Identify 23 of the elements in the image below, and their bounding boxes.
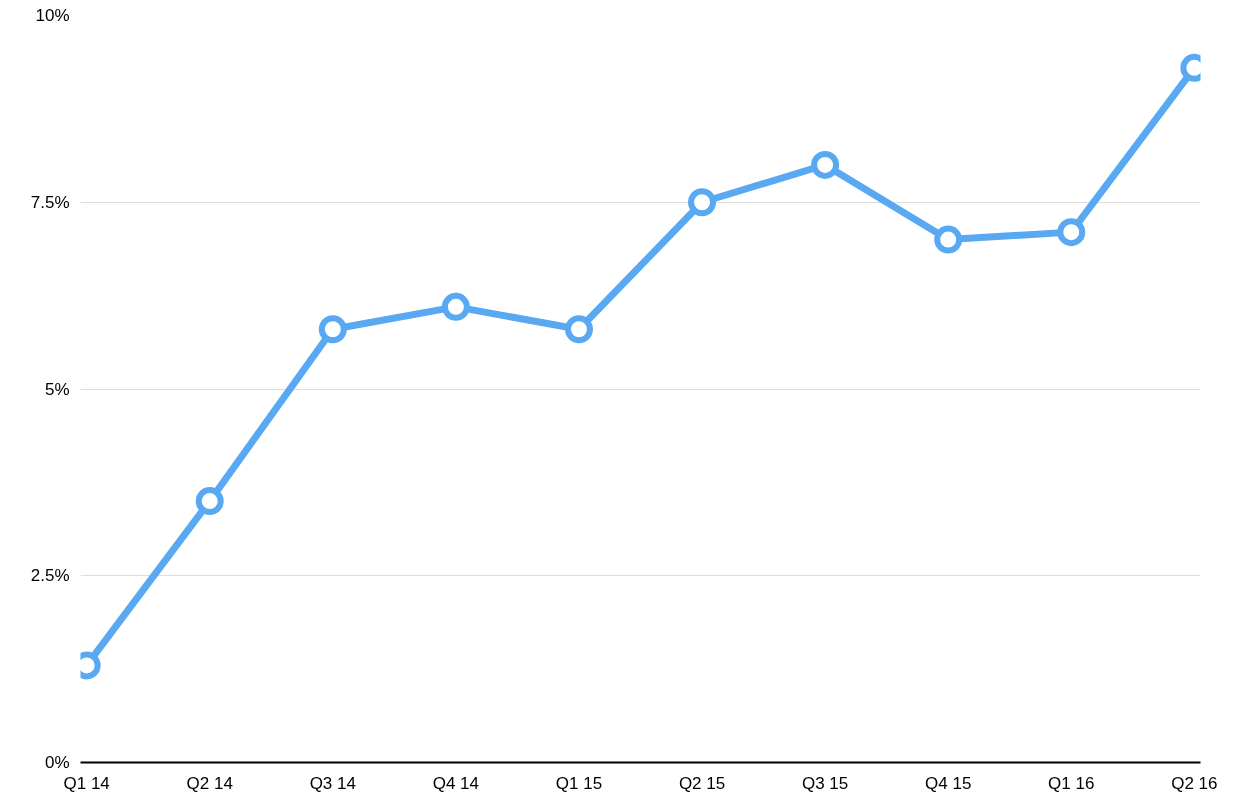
y-tick-label: 0% bbox=[44, 753, 70, 772]
y-tick-label: 10% bbox=[35, 6, 70, 25]
y-tick-label: 7.5% bbox=[30, 192, 70, 212]
x-tick-label: Q3 14 bbox=[309, 773, 356, 793]
point bbox=[1057, 218, 1086, 247]
x-tick-label: Q4 15 bbox=[925, 773, 972, 793]
x-tick-label: Q2 15 bbox=[678, 773, 726, 793]
point bbox=[441, 292, 470, 321]
point bbox=[318, 315, 347, 344]
x-tick-label: Q4 14 bbox=[432, 773, 480, 793]
x-tick-label: Q2 14 bbox=[186, 773, 233, 793]
point bbox=[934, 225, 963, 254]
point bbox=[564, 315, 593, 344]
x-tick-label: Q1 15 bbox=[555, 773, 603, 793]
x-tick-label: Q1 14 bbox=[63, 773, 110, 793]
x-tick-label: Q3 15 bbox=[801, 773, 849, 793]
point bbox=[811, 150, 840, 179]
x-tick-label: Q1 16 bbox=[1048, 773, 1095, 793]
point bbox=[195, 487, 224, 516]
y-tick-label: 2.5% bbox=[30, 566, 70, 586]
x-tick-label: Q2 16 bbox=[1171, 773, 1218, 793]
point bbox=[688, 188, 717, 217]
y-tick-label: 5% bbox=[44, 379, 70, 399]
